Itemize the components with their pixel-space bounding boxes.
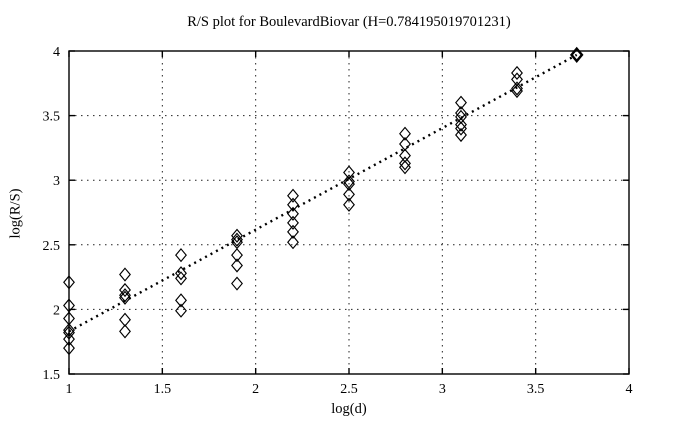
data-point-diamond <box>511 83 523 99</box>
data-point-diamond <box>287 235 299 250</box>
x-tick-label: 3.5 <box>527 382 545 397</box>
data-point-diamond <box>455 117 467 132</box>
data-point-diamond <box>63 322 75 338</box>
x-axis-label: log(d) <box>331 401 367 417</box>
data-point-diamond <box>231 228 243 243</box>
x-tick-label: 1.5 <box>154 382 172 397</box>
data-point-diamond <box>119 288 131 303</box>
data-point-diamond <box>287 206 299 221</box>
data-point-diamond <box>455 121 467 136</box>
data-point-diamond <box>511 65 523 81</box>
data-point-diamond <box>399 160 411 175</box>
y-tick-label: 3 <box>53 174 60 189</box>
data-point-diamond <box>119 267 131 282</box>
data-point-diamond <box>399 126 411 141</box>
data-point-diamond <box>569 46 584 63</box>
data-point-diamond <box>287 197 299 212</box>
data-point-diamond <box>343 197 355 212</box>
y-tick-label: 1.5 <box>43 368 61 383</box>
data-point-diamond <box>287 224 299 239</box>
data-point-diamond <box>231 232 243 247</box>
y-tick-label: 4 <box>53 45 60 60</box>
x-tick-label: 4 <box>626 382 633 397</box>
data-point-diamond <box>399 156 411 171</box>
chart-title: R/S plot for BoulevardBiovar (H=0.784195… <box>187 14 511 30</box>
data-point-diamond <box>119 324 131 339</box>
x-tick-label: 2 <box>252 382 259 397</box>
data-point-diamond <box>231 258 243 273</box>
y-tick-label: 2 <box>53 303 60 318</box>
data-point-diamond <box>119 282 131 298</box>
x-tick-label: 2.5 <box>340 382 358 397</box>
data-point-diamond <box>455 127 467 143</box>
data-point-diamond <box>175 271 187 286</box>
data-point-diamond <box>175 266 187 281</box>
data-point-diamond <box>119 290 131 305</box>
data-point-diamond <box>63 341 75 356</box>
data-point-diamond <box>455 95 467 110</box>
data-point-diamond <box>63 332 75 347</box>
data-point-diamond <box>343 187 355 202</box>
x-tick-label: 1 <box>66 382 73 397</box>
data-point-diamond <box>63 325 75 340</box>
data-point-diamond <box>287 215 299 230</box>
data-point-diamond <box>119 312 131 327</box>
y-tick-label: 2.5 <box>43 239 61 254</box>
data-point-diamond <box>287 188 299 203</box>
x-tick-label: 3 <box>439 382 446 397</box>
data-point-diamond <box>63 275 75 290</box>
data-point-diamond <box>343 176 355 192</box>
data-point-diamond <box>175 293 187 308</box>
y-tick-label: 3.5 <box>43 110 61 125</box>
data-point-diamond <box>231 276 243 291</box>
fit-line <box>68 53 578 333</box>
data-point-diamond <box>511 81 523 96</box>
data-point-diamond <box>399 148 411 163</box>
data-point-diamond <box>231 248 243 263</box>
data-point-diamond <box>175 248 187 263</box>
data-point-diamond <box>175 303 187 318</box>
